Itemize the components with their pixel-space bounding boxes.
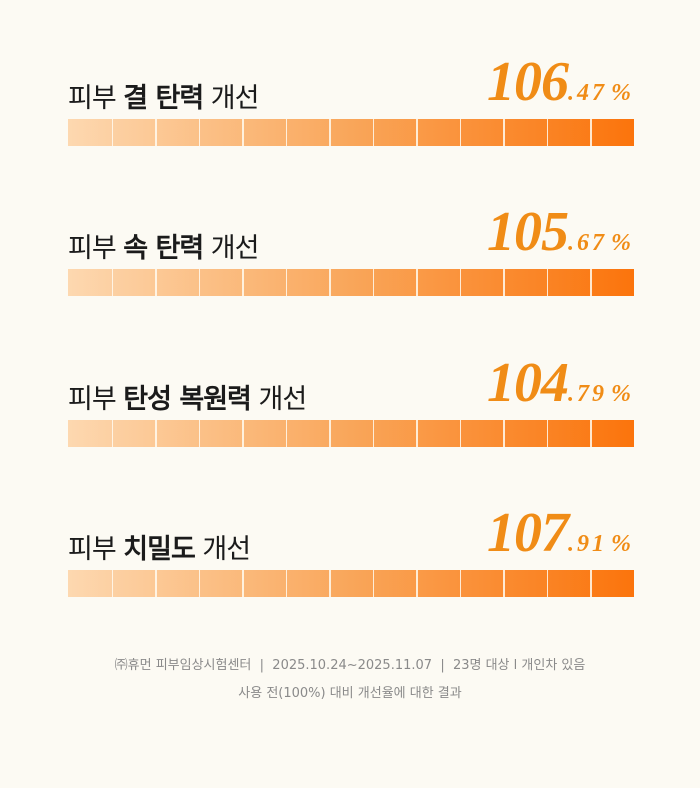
bar-divider bbox=[155, 570, 157, 597]
bar-divider bbox=[590, 269, 592, 296]
bar-divider bbox=[242, 570, 244, 597]
bar-divider bbox=[546, 269, 549, 296]
value-unit: % bbox=[611, 80, 634, 106]
bar-divider bbox=[285, 420, 288, 447]
bar-divider bbox=[416, 570, 418, 597]
bar-divider bbox=[155, 119, 157, 146]
item: 피부 탄성 복원력 개선 104.79 % bbox=[68, 352, 634, 485]
value-decimal: .91 bbox=[568, 531, 607, 557]
item-label: 피부 속 탄력 개선 bbox=[68, 226, 260, 265]
bar-divider bbox=[285, 119, 288, 146]
label-prefix: 피부 bbox=[68, 384, 117, 415]
value-integer: 106 bbox=[487, 51, 569, 113]
value-decimal: .79 bbox=[568, 381, 607, 407]
value-integer: 107 bbox=[487, 502, 569, 564]
bar-divider bbox=[459, 420, 462, 447]
item: 피부 치밀도 개선 107.91 % bbox=[68, 502, 634, 635]
bar-divider bbox=[242, 420, 244, 447]
label-suffix: 개선 bbox=[258, 384, 307, 415]
bar-divider bbox=[111, 119, 114, 146]
bar-divider bbox=[285, 570, 288, 597]
value-decimal: .47 bbox=[568, 80, 607, 106]
bar-divider bbox=[372, 420, 375, 447]
footnote-line: ㈜휴먼 피부임상시험센터 | 2025.10.24~2025.11.07 | 2… bbox=[114, 658, 586, 673]
improvement-value: 106.47 % bbox=[487, 50, 634, 114]
bar-divider bbox=[546, 420, 549, 447]
improvement-value: 105.67 % bbox=[487, 200, 634, 264]
gradient-bar bbox=[68, 119, 634, 146]
bar-divider bbox=[155, 269, 157, 296]
bar-divider bbox=[155, 420, 157, 447]
label-suffix: 개선 bbox=[202, 534, 251, 565]
value-integer: 105 bbox=[487, 201, 569, 263]
value-integer: 104 bbox=[487, 352, 569, 414]
label-emphasis: 치밀도 bbox=[123, 534, 196, 565]
bar-divider bbox=[198, 420, 201, 447]
bar-divider bbox=[329, 420, 331, 447]
improvement-value: 104.79 % bbox=[487, 351, 634, 415]
label-suffix: 개선 bbox=[210, 233, 260, 264]
value-unit: % bbox=[611, 381, 634, 407]
bar-divider bbox=[503, 570, 505, 597]
bar-divider bbox=[590, 420, 592, 447]
label-suffix: 개선 bbox=[210, 83, 260, 114]
bar-divider bbox=[546, 570, 549, 597]
bar-divider bbox=[503, 269, 505, 296]
item-label: 피부 결 탄력 개선 bbox=[68, 76, 260, 115]
label-emphasis: 탄성 복원력 bbox=[123, 384, 252, 415]
bar-divider bbox=[416, 420, 418, 447]
bar-divider bbox=[372, 119, 375, 146]
bar-divider bbox=[198, 570, 201, 597]
value-unit: % bbox=[611, 230, 634, 256]
improvement-value: 107.91 % bbox=[487, 501, 634, 565]
item: 피부 결 탄력 개선 106.47 % bbox=[68, 51, 634, 184]
label-prefix: 피부 bbox=[68, 233, 117, 264]
gradient-bar bbox=[68, 269, 634, 296]
item-label: 피부 치밀도 개선 bbox=[68, 527, 251, 566]
bar-divider bbox=[503, 119, 505, 146]
bar-divider bbox=[372, 570, 375, 597]
bar-divider bbox=[459, 119, 462, 146]
label-prefix: 피부 bbox=[68, 83, 117, 114]
item: 피부 속 탄력 개선 105.67 % bbox=[68, 201, 634, 334]
bar-divider bbox=[329, 570, 331, 597]
bar-divider bbox=[242, 119, 244, 146]
bar-divider bbox=[546, 119, 549, 146]
bar-divider bbox=[372, 269, 375, 296]
gradient-bar bbox=[68, 420, 634, 447]
bar-divider bbox=[111, 570, 114, 597]
bar-divider bbox=[242, 269, 244, 296]
label-prefix: 피부 bbox=[68, 534, 117, 565]
bar-divider bbox=[590, 570, 592, 597]
value-unit: % bbox=[611, 531, 634, 557]
bar-divider bbox=[198, 269, 201, 296]
bar-divider bbox=[416, 269, 418, 296]
bar-divider bbox=[329, 269, 331, 296]
bar-divider bbox=[416, 119, 418, 146]
bar-divider bbox=[459, 269, 462, 296]
bar-divider bbox=[111, 420, 114, 447]
footnote-line: 사용 전(100%) 대비 개선율에 대한 결과 bbox=[238, 686, 462, 701]
label-emphasis: 속 탄력 bbox=[123, 233, 204, 264]
item-label: 피부 탄성 복원력 개선 bbox=[68, 377, 307, 416]
bar-divider bbox=[285, 269, 288, 296]
bar-divider bbox=[459, 570, 462, 597]
label-emphasis: 결 탄력 bbox=[123, 83, 204, 114]
gradient-bar bbox=[68, 570, 634, 597]
value-decimal: .67 bbox=[568, 230, 607, 256]
bar-divider bbox=[590, 119, 592, 146]
bar-divider bbox=[503, 420, 505, 447]
bar-divider bbox=[111, 269, 114, 296]
bar-divider bbox=[198, 119, 201, 146]
bar-divider bbox=[329, 119, 331, 146]
